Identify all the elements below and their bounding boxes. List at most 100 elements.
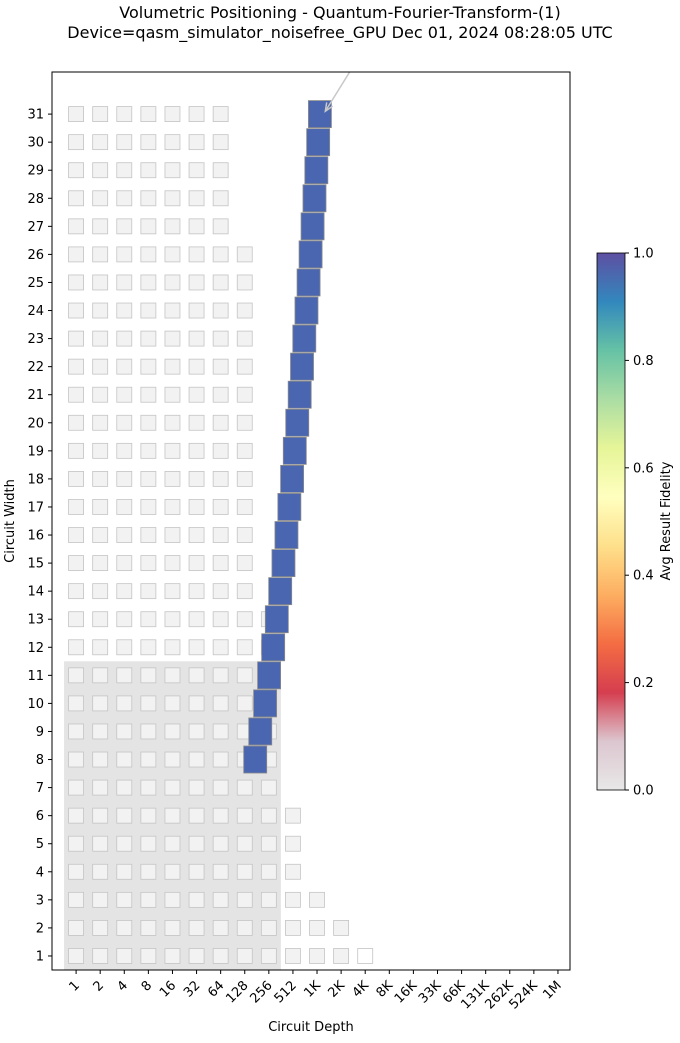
grid-square bbox=[116, 555, 133, 571]
grid-square bbox=[188, 330, 205, 347]
grid-square bbox=[92, 751, 109, 768]
data-square bbox=[277, 493, 302, 521]
x-tick-label: 33K bbox=[416, 978, 445, 1007]
grid-square bbox=[212, 190, 229, 207]
grid-square bbox=[164, 667, 181, 684]
y-tick-label: 20 bbox=[27, 416, 44, 431]
y-tick-label: 12 bbox=[27, 641, 44, 656]
grid-square bbox=[140, 162, 157, 179]
data-square bbox=[282, 436, 307, 465]
grid-square bbox=[309, 948, 325, 964]
grid-square bbox=[116, 611, 133, 628]
colorbar-tick-label: 1.0 bbox=[633, 247, 654, 262]
grid-square bbox=[92, 723, 109, 740]
grid-square bbox=[68, 414, 84, 431]
grid-square bbox=[212, 106, 229, 122]
grid-square bbox=[68, 162, 84, 179]
grid-square bbox=[164, 583, 181, 600]
grid-square bbox=[236, 499, 253, 515]
grid-square bbox=[236, 667, 253, 684]
grid-square bbox=[236, 611, 253, 628]
x-tick-label: 524K bbox=[507, 978, 542, 1013]
grid-square bbox=[212, 948, 229, 964]
y-tick-label: 5 bbox=[36, 837, 44, 852]
x-tick-label: 32 bbox=[181, 978, 203, 1000]
grid-square bbox=[140, 527, 157, 543]
grid-square bbox=[92, 274, 109, 291]
grid-square bbox=[116, 358, 133, 375]
y-tick-label: 30 bbox=[27, 136, 44, 151]
grid-square bbox=[164, 948, 181, 964]
grid-square bbox=[188, 471, 205, 487]
colorbar-tick-label: 0.4 bbox=[633, 569, 654, 584]
x-axis-label: Circuit Depth bbox=[268, 1020, 354, 1035]
data-square bbox=[268, 577, 293, 606]
grid-square bbox=[164, 863, 181, 880]
grid-square bbox=[92, 190, 109, 207]
grid-square bbox=[140, 891, 157, 908]
data-square bbox=[298, 240, 323, 269]
grid-square bbox=[116, 891, 133, 908]
y-tick-label: 8 bbox=[36, 753, 44, 768]
grid-square bbox=[140, 779, 157, 796]
grid-square bbox=[236, 948, 253, 964]
x-tick-label: 8 bbox=[139, 978, 155, 994]
grid-square bbox=[236, 274, 253, 291]
grid-square bbox=[260, 891, 277, 908]
grid-square bbox=[140, 611, 157, 628]
grid-square bbox=[68, 835, 84, 852]
grid-square bbox=[68, 246, 84, 263]
grid-square bbox=[212, 302, 229, 319]
grid-square bbox=[188, 302, 205, 319]
y-tick-label: 25 bbox=[27, 276, 44, 291]
grid-square bbox=[140, 414, 157, 431]
grid-square bbox=[68, 583, 84, 600]
y-tick-label: 9 bbox=[36, 725, 44, 740]
x-tick-label: 2K bbox=[325, 978, 348, 1001]
data-square bbox=[285, 408, 310, 437]
grid-square bbox=[188, 218, 205, 235]
grid-square bbox=[212, 779, 229, 796]
data-square bbox=[296, 268, 321, 297]
y-tick-label: 23 bbox=[27, 332, 44, 347]
colorbar-bar bbox=[596, 252, 626, 791]
grid-square bbox=[236, 246, 253, 263]
y-tick-label: 16 bbox=[27, 529, 44, 544]
y-tick-label: 15 bbox=[27, 557, 44, 572]
grid-square bbox=[285, 863, 301, 880]
grid-square bbox=[188, 386, 205, 403]
grid-square bbox=[188, 190, 205, 207]
grid-square bbox=[164, 134, 181, 151]
grid-square bbox=[212, 274, 229, 291]
x-tick-label: 16 bbox=[157, 978, 179, 1000]
grid-square bbox=[188, 527, 205, 543]
grid-square bbox=[188, 863, 205, 880]
y-axis-label: Circuit Width bbox=[3, 479, 18, 563]
y-tick-label: 31 bbox=[27, 108, 44, 123]
grid-square bbox=[68, 695, 84, 712]
grid-square bbox=[92, 639, 109, 656]
grid-square bbox=[164, 891, 181, 908]
grid-square bbox=[140, 190, 157, 207]
grid-square bbox=[212, 611, 229, 628]
grid-square bbox=[116, 920, 133, 936]
grid-square bbox=[164, 358, 181, 375]
grid-square bbox=[188, 414, 205, 431]
grid-square bbox=[212, 414, 229, 431]
grid-square bbox=[164, 106, 181, 122]
y-tick-label: 14 bbox=[27, 585, 44, 600]
grid-square bbox=[68, 779, 84, 796]
data-square bbox=[302, 184, 327, 213]
grid-square bbox=[309, 891, 325, 908]
grid-square bbox=[164, 246, 181, 263]
grid-square bbox=[68, 218, 84, 235]
grid-square bbox=[236, 527, 253, 543]
grid-square bbox=[116, 751, 133, 768]
grid-square bbox=[140, 358, 157, 375]
grid-square bbox=[188, 442, 205, 459]
grid-square bbox=[164, 190, 181, 207]
grid-square bbox=[116, 218, 133, 235]
grid-square bbox=[164, 499, 181, 515]
grid-square bbox=[260, 779, 277, 796]
